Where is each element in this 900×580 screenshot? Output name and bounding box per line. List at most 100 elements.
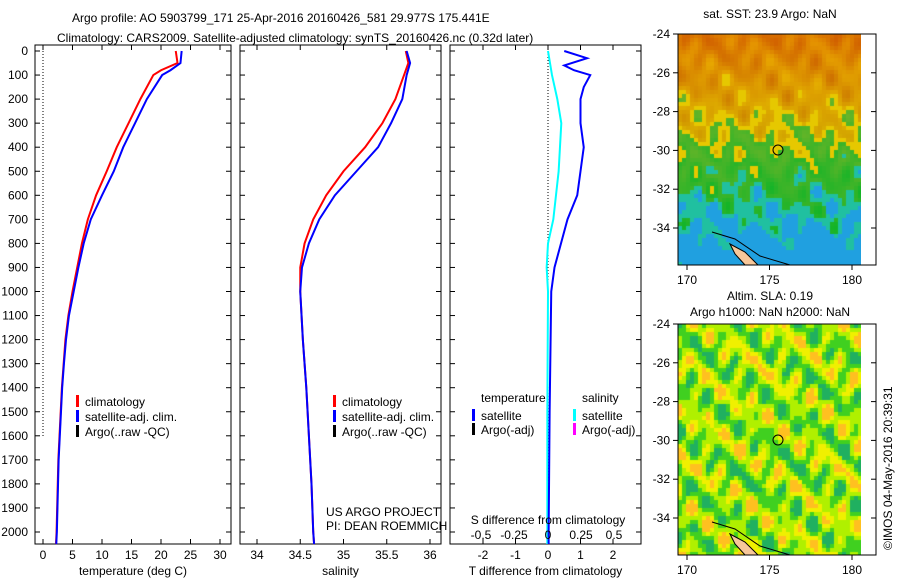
y-tick-label: 2000 <box>1 525 28 539</box>
t-diff-satellite-line <box>547 50 592 545</box>
x-tick-label: 1 <box>577 548 584 562</box>
title-line2: Climatology: CARS2009. Satellite-adjuste… <box>57 31 533 45</box>
legend-label: climatology <box>342 395 402 409</box>
legend-label: satellite-adj. clim. <box>85 410 177 424</box>
sla-map <box>678 324 861 555</box>
lat-label: -24 <box>653 27 671 41</box>
plot-frame-0 <box>34 44 232 545</box>
lat-label: -34 <box>653 221 671 235</box>
legend-label: satellite <box>582 409 623 423</box>
legend-label: climatology <box>85 395 145 409</box>
legend-swatch <box>573 423 576 435</box>
lat-label: -30 <box>653 143 671 157</box>
x-axis-label: salinity <box>322 564 359 578</box>
s-tick-label: 0.5 <box>606 528 623 542</box>
legend-swatch <box>76 395 79 407</box>
x-tick-label: 20 <box>154 548 168 562</box>
x-axis-label: temperature (deg C) <box>79 564 187 578</box>
y-tick-label: 1700 <box>1 453 28 467</box>
new-zealand-land <box>728 532 760 556</box>
x-tick-label: 15 <box>125 548 139 562</box>
lon-label: 175 <box>759 273 779 287</box>
annotation-pi: PI: DEAN ROEMMICH <box>326 519 447 533</box>
y-tick-label: 400 <box>8 140 28 154</box>
x-tick-label: 10 <box>95 548 109 562</box>
lat-label: -28 <box>653 105 671 119</box>
x-tick-label: 35.5 <box>375 548 399 562</box>
x-tick-label: 36 <box>423 548 437 562</box>
legend-swatch <box>472 409 475 421</box>
legend-title-temperature: temperature <box>481 391 546 405</box>
x-tick-label: 2 <box>610 548 617 562</box>
lon-label: 180 <box>842 273 862 287</box>
coastline <box>711 231 791 266</box>
y-tick-label: 0 <box>21 44 28 58</box>
x-axis-label: T difference from climatology <box>469 564 623 578</box>
sal-climatology-line <box>299 50 410 545</box>
legend-swatch <box>76 425 79 437</box>
x-tick-label: 30 <box>213 548 227 562</box>
x-tick-label: 0 <box>40 548 47 562</box>
sla-map-title-2: Argo h1000: NaN h2000: NaN <box>690 305 850 319</box>
x-tick-label: 0 <box>545 548 552 562</box>
y-tick-label: 700 <box>8 212 28 226</box>
argo-location-marker <box>772 144 784 156</box>
x-tick-label: -2 <box>478 548 489 562</box>
sal-satellite-line <box>299 50 412 545</box>
x-tick-label: 5 <box>69 548 76 562</box>
title-line1: Argo profile: AO 5903799_171 25-Apr-2016… <box>72 11 490 25</box>
imos-stamp: ©IMOS 04-May-2016 20:39:31 <box>881 386 895 550</box>
plot-frame-1 <box>239 44 442 545</box>
legend-label: Argo(..raw -QC) <box>342 425 427 439</box>
x-tick-label: 35 <box>337 548 351 562</box>
sla-map-title-1: Altim. SLA: 0.19 <box>727 289 813 303</box>
y-tick-label: 1000 <box>1 285 28 299</box>
legend-swatch <box>573 409 576 421</box>
lon-label: 170 <box>677 273 697 287</box>
y-tick-label: 300 <box>8 116 28 130</box>
lat-label: -30 <box>653 433 671 447</box>
x-tick-label: 25 <box>184 548 198 562</box>
y-tick-label: 1100 <box>2 309 28 323</box>
new-zealand-land <box>728 242 760 266</box>
lat-label: -28 <box>653 395 671 409</box>
y-tick-label: 100 <box>8 68 28 82</box>
temp-climatology-line <box>54 50 179 545</box>
s-tick-label: -0.25 <box>500 528 528 542</box>
legend-swatch <box>333 425 336 437</box>
y-tick-label: 800 <box>8 236 28 250</box>
y-tick-label: 1400 <box>1 381 28 395</box>
sst-map <box>678 34 861 265</box>
s-tick-label: 0.25 <box>569 528 593 542</box>
y-tick-label: 200 <box>8 92 28 106</box>
y-tick-label: 600 <box>8 188 28 202</box>
lon-label: 175 <box>759 563 779 577</box>
lat-label: -26 <box>653 356 671 370</box>
y-tick-label: 1500 <box>1 405 28 419</box>
annotation-project: US ARGO PROJECT <box>326 505 441 519</box>
legend-swatch <box>333 410 336 422</box>
legend-title-salinity: salinity <box>582 391 619 405</box>
y-tick-label: 900 <box>8 260 28 274</box>
argo-location-marker <box>772 434 784 446</box>
legend-swatch <box>76 410 79 422</box>
y-tick-label: 1900 <box>1 501 28 515</box>
sst-map-title: sat. SST: 23.9 Argo: NaN <box>703 7 836 21</box>
y-tick-label: 1800 <box>1 477 28 491</box>
plot-frame-2 <box>449 44 642 545</box>
s-tick-label: -0.5 <box>471 528 492 542</box>
map-frame <box>677 33 877 266</box>
y-tick-label: 1600 <box>1 429 28 443</box>
coastline <box>711 521 791 556</box>
y-tick-label: 500 <box>8 164 28 178</box>
legend-label: Argo(..raw -QC) <box>85 425 170 439</box>
legend-label: satellite-adj. clim. <box>342 410 434 424</box>
lat-label: -26 <box>653 66 671 80</box>
lon-label: 170 <box>677 563 697 577</box>
s-diff-satellite-line <box>545 50 563 545</box>
legend-swatch <box>472 423 475 435</box>
lat-label: -32 <box>653 182 671 196</box>
temp-satellite-line <box>55 50 183 545</box>
